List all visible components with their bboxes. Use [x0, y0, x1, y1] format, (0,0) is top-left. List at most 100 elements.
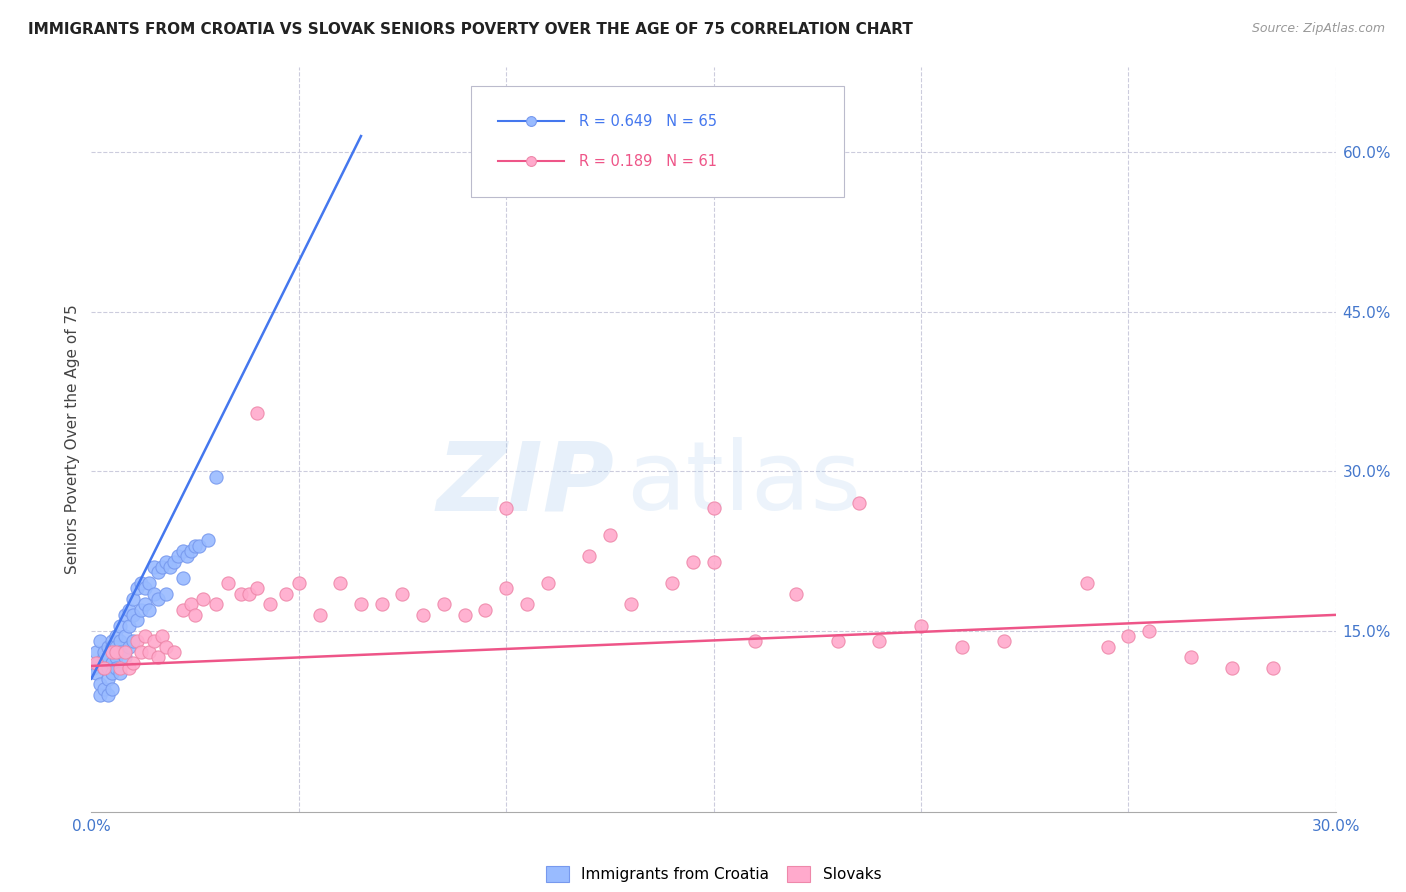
Point	[114, 629, 136, 643]
Point	[84, 645, 107, 659]
Point	[125, 582, 148, 596]
Point	[1180, 650, 1202, 665]
Point	[869, 634, 891, 648]
Point	[1118, 629, 1140, 643]
FancyBboxPatch shape	[471, 86, 844, 197]
Point	[105, 629, 128, 643]
Point	[197, 533, 219, 548]
Point	[138, 602, 160, 616]
Point	[619, 597, 641, 611]
Point	[84, 656, 107, 670]
Point	[1076, 576, 1098, 591]
Point	[950, 640, 973, 654]
Point	[110, 666, 132, 681]
Point	[246, 582, 269, 596]
Text: R = 0.189   N = 61: R = 0.189 N = 61	[579, 154, 717, 169]
Point	[827, 634, 849, 648]
Point	[474, 602, 496, 616]
Point	[110, 661, 132, 675]
Point	[114, 607, 136, 622]
Point	[167, 549, 190, 564]
Point	[578, 549, 600, 564]
Point	[138, 576, 160, 591]
Point	[142, 634, 165, 648]
Point	[118, 661, 141, 675]
Point	[97, 688, 120, 702]
Point	[97, 640, 120, 654]
Point	[993, 634, 1015, 648]
Point	[391, 586, 413, 600]
Point	[744, 634, 766, 648]
Point	[172, 544, 194, 558]
Point	[138, 645, 160, 659]
Text: atlas: atlas	[627, 437, 862, 531]
Point	[142, 560, 165, 574]
Text: ZIP: ZIP	[436, 437, 614, 531]
Text: R = 0.649   N = 65: R = 0.649 N = 65	[579, 114, 717, 128]
Point	[129, 602, 152, 616]
Point	[180, 544, 202, 558]
Point	[287, 576, 309, 591]
Point	[105, 661, 128, 675]
Point	[114, 645, 136, 659]
Point	[238, 586, 260, 600]
Point	[86, 656, 108, 670]
Point	[134, 582, 156, 596]
Point	[121, 634, 145, 648]
Point	[246, 406, 269, 420]
Text: IMMIGRANTS FROM CROATIA VS SLOVAK SENIORS POVERTY OVER THE AGE OF 75 CORRELATION: IMMIGRANTS FROM CROATIA VS SLOVAK SENIOR…	[28, 22, 912, 37]
Point	[101, 634, 124, 648]
Point	[110, 618, 132, 632]
Point	[155, 586, 177, 600]
Point	[101, 682, 124, 697]
Point	[180, 597, 202, 611]
Point	[97, 661, 120, 675]
Point	[516, 597, 538, 611]
Point	[125, 634, 148, 648]
Point	[155, 555, 177, 569]
Point	[848, 496, 870, 510]
Point	[184, 607, 207, 622]
Point	[105, 645, 128, 659]
Point	[97, 672, 120, 686]
Point	[101, 656, 124, 670]
Point	[184, 539, 207, 553]
Point	[412, 607, 434, 622]
Point	[682, 555, 704, 569]
Point	[1137, 624, 1160, 638]
Point	[125, 613, 148, 627]
Point	[118, 602, 141, 616]
Point	[495, 582, 517, 596]
Point	[93, 645, 115, 659]
Point	[146, 566, 169, 580]
Point	[702, 555, 725, 569]
Point	[329, 576, 352, 591]
Point	[150, 560, 173, 574]
Point	[118, 640, 141, 654]
Point	[142, 586, 165, 600]
Point	[110, 645, 132, 659]
Point	[146, 650, 169, 665]
Point	[172, 571, 194, 585]
Point	[163, 555, 186, 569]
Point	[350, 597, 373, 611]
Point	[93, 661, 115, 675]
Point	[89, 688, 111, 702]
Point	[97, 650, 120, 665]
Point	[217, 576, 239, 591]
Point	[159, 560, 181, 574]
Point	[121, 591, 145, 606]
Point	[259, 597, 281, 611]
Point	[105, 640, 128, 654]
Point	[118, 618, 141, 632]
Point	[93, 650, 115, 665]
Point	[536, 576, 558, 591]
Point	[1263, 661, 1285, 675]
Point	[82, 661, 104, 675]
Point	[84, 666, 107, 681]
Point	[495, 501, 517, 516]
Legend: Immigrants from Croatia, Slovaks: Immigrants from Croatia, Slovaks	[538, 858, 889, 889]
Point	[105, 650, 128, 665]
Point	[89, 677, 111, 691]
Point	[229, 586, 252, 600]
